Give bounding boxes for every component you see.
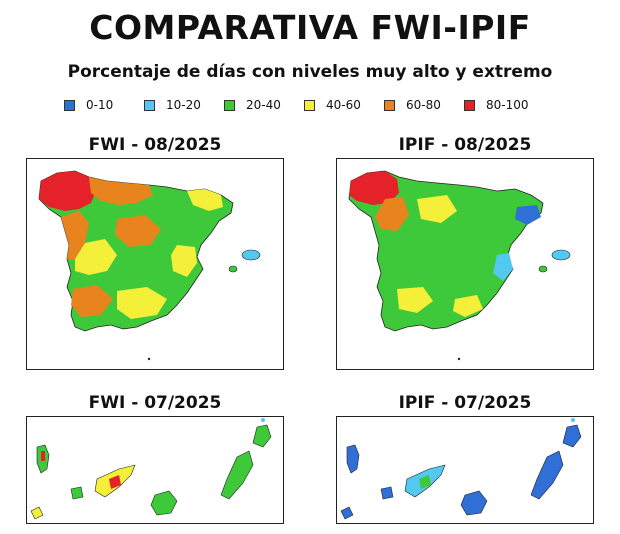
alegranza-islet	[261, 418, 265, 422]
southeast-zone	[453, 295, 483, 317]
fwi-peninsula-map	[26, 158, 284, 370]
fuerteventura-island	[530, 450, 564, 500]
north-high-zone	[89, 177, 153, 205]
ipif-july-title: IPIF - 07/2025	[398, 393, 532, 413]
legend-label: 40-60	[326, 98, 361, 112]
la-gomera-island	[380, 486, 394, 500]
gran-canaria-island	[460, 490, 488, 516]
west-high-zone	[61, 211, 89, 259]
el-hierro-island	[30, 506, 44, 520]
legend-item: 0-10	[64, 97, 144, 113]
balearic-islands	[551, 249, 571, 261]
legend-swatch	[144, 99, 155, 111]
center-west-zone	[75, 239, 117, 275]
center-high-zone	[115, 215, 161, 247]
balearic-minor	[538, 265, 548, 273]
legend: 0-10 10-20 20-40 40-60 60-80 80-100	[64, 97, 564, 113]
el-hierro-island	[340, 506, 354, 520]
ipif-peninsula-map	[336, 158, 594, 370]
la-palma-island	[346, 444, 360, 474]
legend-item: 40-60	[304, 97, 384, 113]
center-yellow-zone	[417, 195, 457, 223]
alegranza-islet	[571, 418, 575, 422]
south-yellow-zone	[397, 287, 433, 313]
fwi-peninsula-svg	[38, 170, 261, 361]
northeast-zone	[187, 189, 223, 211]
tenerife-red	[109, 475, 121, 489]
gran-canaria-island	[150, 490, 178, 516]
balearic-minor	[228, 265, 238, 273]
lanzarote-island	[562, 424, 582, 448]
north-high-zone	[375, 197, 409, 231]
legend-label: 60-80	[406, 98, 441, 112]
legend-swatch	[464, 99, 475, 111]
ceuta-marker	[457, 357, 461, 361]
fwi-august-title: FWI - 08/2025	[88, 135, 222, 155]
legend-swatch	[64, 99, 75, 111]
legend-item: 10-20	[144, 97, 224, 113]
lanzarote-island	[252, 424, 272, 448]
ipif-peninsula-svg	[348, 170, 571, 361]
page-subtitle: Porcentaje de días con niveles muy alto …	[67, 62, 553, 82]
ipif-canarias-map	[336, 416, 594, 524]
legend-swatch	[384, 99, 395, 111]
northwest-extreme-zone	[349, 171, 399, 205]
ipif-august-title: IPIF - 08/2025	[398, 135, 532, 155]
east-zone	[171, 245, 197, 277]
legend-swatch	[304, 99, 315, 111]
legend-label: 10-20	[166, 98, 201, 112]
east-coast-zone	[493, 253, 513, 281]
fwi-july-title: FWI - 07/2025	[88, 393, 222, 413]
legend-swatch	[224, 99, 235, 111]
south-zone	[117, 287, 167, 319]
northwest-extreme-zone	[39, 171, 97, 211]
balearic-islands	[241, 249, 261, 261]
page-title: COMPARATIVA FWI-IPIF	[89, 8, 531, 47]
tenerife-green	[419, 475, 431, 489]
south-west-zone	[71, 285, 113, 317]
fuerteventura-island	[220, 450, 254, 500]
legend-item: 20-40	[224, 97, 304, 113]
legend-label: 20-40	[246, 98, 281, 112]
legend-item: 80-100	[464, 97, 544, 113]
east-blue-zone	[515, 205, 541, 225]
legend-label: 80-100	[486, 98, 529, 112]
la-gomera-island	[70, 486, 84, 500]
legend-label: 0-10	[86, 98, 114, 112]
la-palma-red	[41, 451, 45, 461]
fwi-canarias-svg	[30, 418, 272, 520]
ceuta-marker	[147, 357, 151, 361]
ipif-canarias-svg	[340, 418, 582, 520]
legend-item: 60-80	[384, 97, 464, 113]
fwi-canarias-map	[26, 416, 284, 524]
